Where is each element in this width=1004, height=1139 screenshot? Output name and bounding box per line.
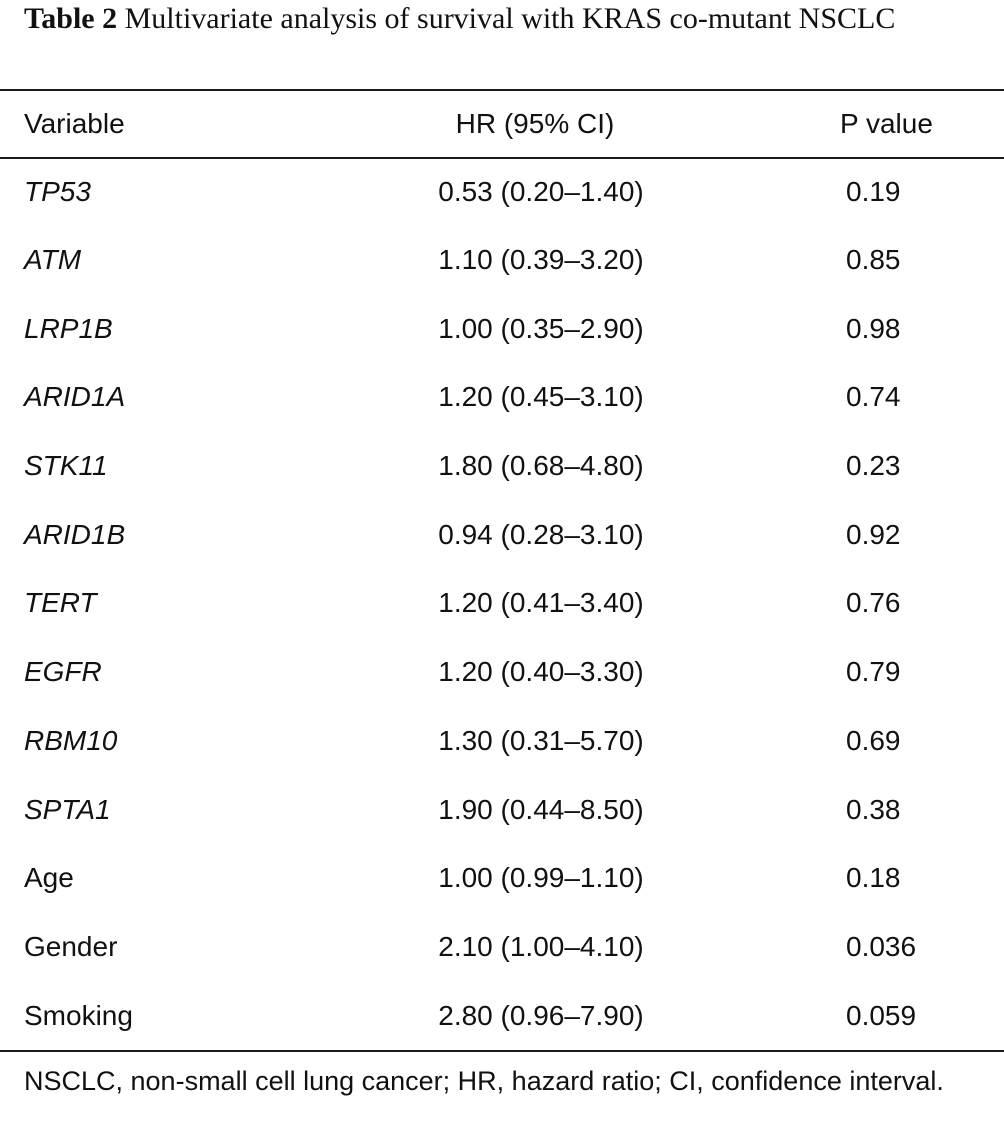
cell-variable: Smoking [24,999,133,1031]
cell-hr: 1.20 (0.40–3.30) [438,656,644,688]
cell-p-value: 0.69 [846,724,901,756]
table-body: TP53 0.53 (0.20–1.40) 0.19 ATM 1.10 (0.39–3.… [0,157,1004,1050]
cell-p-value: 0.036 [846,930,917,962]
cell-p-value: 0.19 [846,176,901,208]
cell-hr: 0.94 (0.28–3.10) [438,518,644,550]
cell-hr: 1.20 (0.41–3.40) [438,587,644,619]
cell-p-value: 0.92 [846,518,901,550]
table-row: ATM 1.10 (0.39–3.20) 0.85 [0,226,1004,295]
table-header-rule [0,157,1004,159]
table-caption: Table 2 Multivariate analysis of surviva… [24,0,982,38]
table-header-row: Variable HR (95% CI) P value [0,91,1004,157]
cell-variable: RBM10 [24,724,118,756]
table-row: SPTA1 1.90 (0.44–8.50) 0.38 [0,775,1004,844]
cell-variable: Age [24,862,74,894]
cell-p-value: 0.79 [846,656,901,688]
cell-variable: TP53 [24,176,91,208]
cell-variable: LRP1B [24,312,113,344]
cell-hr: 1.80 (0.68–4.80) [438,450,644,482]
cell-p-value: 0.98 [846,312,901,344]
table-row: TERT 1.20 (0.41–3.40) 0.76 [0,569,1004,638]
cell-variable: EGFR [24,656,102,688]
table-row: ARID1B 0.94 (0.28–3.10) 0.92 [0,500,1004,569]
cell-p-value: 0.18 [846,862,901,894]
cell-hr: 1.90 (0.44–8.50) [438,793,644,825]
table-top-rule [0,89,1004,91]
table-row: LRP1B 1.00 (0.35–2.90) 0.98 [0,294,1004,363]
cell-variable: SPTA1 [24,793,111,825]
table-row: EGFR 1.20 (0.40–3.30) 0.79 [0,638,1004,707]
cell-p-value: 0.85 [846,244,901,276]
cell-hr: 0.53 (0.20–1.40) [438,176,644,208]
table-caption-text: Multivariate analysis of survival with K… [124,2,896,35]
cell-hr: 1.00 (0.99–1.10) [438,862,644,894]
cell-variable: ATM [24,244,82,276]
cell-hr: 2.80 (0.96–7.90) [438,999,644,1031]
cell-hr: 1.00 (0.35–2.90) [438,312,644,344]
cell-hr: 2.10 (1.00–4.10) [438,930,644,962]
cell-variable: Gender [24,930,118,962]
table-row: Smoking 2.80 (0.96–7.90) 0.059 [0,981,1004,1050]
cell-hr: 1.10 (0.39–3.20) [438,244,644,276]
cell-hr: 1.30 (0.31–5.70) [438,724,644,756]
cell-p-value: 0.38 [846,793,901,825]
cell-variable: STK11 [24,450,108,482]
table-row: Age 1.00 (0.99–1.10) 0.18 [0,844,1004,913]
multivariate-table: Variable HR (95% CI) P value TP53 0.53 (0… [0,91,1004,1050]
cell-p-value: 0.059 [846,999,917,1031]
cell-p-value: 0.74 [846,381,901,413]
table-footnote: NSCLC, non-small cell lung cancer; HR, h… [24,1066,944,1096]
header-variable: Variable [24,108,125,139]
cell-p-value: 0.76 [846,587,901,619]
header-p-value: P value [840,108,933,139]
table-caption-label: Table 2 [24,2,118,35]
table-row: Gender 2.10 (1.00–4.10) 0.036 [0,913,1004,982]
cell-variable: ARID1A [24,381,126,413]
cell-hr: 1.20 (0.45–3.10) [438,381,644,413]
cell-p-value: 0.23 [846,450,901,482]
table-row: TP53 0.53 (0.20–1.40) 0.19 [0,157,1004,226]
table-row: STK11 1.80 (0.68–4.80) 0.23 [0,432,1004,501]
header-hr: HR (95% CI) [455,108,615,139]
cell-variable: TERT [24,587,97,619]
table-row: ARID1A 1.20 (0.45–3.10) 0.74 [0,363,1004,432]
table-bottom-rule [0,1050,1004,1052]
cell-variable: ARID1B [24,518,126,550]
table-row: RBM10 1.30 (0.31–5.70) 0.69 [0,707,1004,776]
